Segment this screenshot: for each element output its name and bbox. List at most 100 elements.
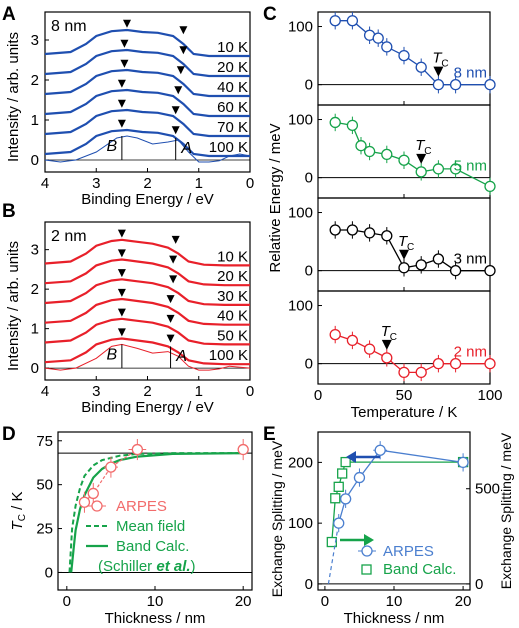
legend-reference: (Schiller et al.) — [98, 558, 196, 575]
data-point — [363, 343, 376, 355]
x-axis-label: Thickness / nm — [344, 610, 445, 627]
band-calc-point — [330, 493, 341, 504]
data-point — [363, 145, 376, 158]
y-tick-label: 100 — [288, 205, 313, 222]
peak-marker-a — [179, 46, 188, 55]
x-tick-label: 3 — [92, 383, 100, 400]
spectrum-line — [44, 48, 250, 78]
panel-letter-a: A — [2, 4, 16, 25]
y-tick-label: 0 — [305, 77, 313, 94]
tc-marker — [433, 66, 444, 77]
arpes-point — [353, 471, 366, 484]
x-tick-label: 10 — [147, 593, 164, 610]
arpes-point — [339, 493, 352, 505]
peak-marker-b — [117, 99, 126, 108]
temperature-label: 20 K — [217, 59, 248, 76]
peak-marker-a — [169, 255, 178, 264]
peak-marker-a — [166, 314, 175, 323]
data-point — [398, 49, 410, 62]
legend-arpes-label: ARPES — [116, 498, 167, 515]
temperature-label: 50 K — [217, 327, 248, 344]
spectrum-line — [44, 88, 250, 118]
temperature-label: 10 K — [217, 248, 248, 265]
x-tick-label: 0 — [246, 383, 254, 400]
tc-label: T — [381, 323, 392, 340]
y-tick-label: 25 — [36, 521, 53, 538]
y-axis-label: Intensity / arb. units — [5, 32, 22, 162]
x-tick-label: 20 — [455, 593, 472, 610]
x-tick-label: 0 — [63, 593, 71, 610]
data-point — [484, 180, 496, 193]
peak-marker-b — [117, 229, 126, 238]
thickness-label: 5 nm — [454, 158, 487, 175]
data-point — [484, 265, 496, 277]
tc-subscript: C — [407, 242, 414, 253]
band-calc-point — [333, 481, 344, 492]
arpes-extrapolation — [327, 523, 340, 585]
peak-label-a: A — [175, 348, 187, 365]
data-point — [432, 253, 445, 265]
temperature-label: 30 K — [217, 288, 248, 305]
peak-label-b: B — [107, 346, 118, 363]
mean-field-curve — [68, 452, 244, 573]
y-tick-label: 0 — [31, 360, 39, 377]
data-point — [415, 259, 427, 271]
legend-mean-field-label: Mean field — [116, 518, 185, 535]
peak-marker-a — [179, 26, 188, 35]
peak-marker-b — [117, 288, 126, 297]
peak-marker-b — [117, 328, 126, 337]
panel-d: 0 10 20 0 25 50 75 Thickness / nm TC / K ARPES Mea… — [9, 431, 253, 627]
temperature-label: 10 K — [217, 39, 248, 56]
thickness-label: 3 nm — [454, 251, 487, 268]
y-tick-label: 2 — [31, 281, 39, 298]
peak-marker-b — [117, 119, 126, 128]
arpes-point — [87, 487, 99, 500]
y-tick-label: 100 — [288, 112, 313, 129]
data-point — [449, 265, 462, 277]
arpes-point — [374, 444, 386, 456]
arpes-point — [333, 517, 345, 529]
thickness-label: 8 nm — [51, 18, 87, 35]
y-tick-label: 75 — [36, 433, 53, 450]
band-calc-point — [340, 456, 351, 468]
y-tick-label: 0 — [45, 564, 53, 581]
x-axis-label: Binding Energy / eV — [81, 399, 214, 416]
spectrum-line — [44, 297, 250, 326]
peak-marker-b — [123, 19, 131, 28]
data-point — [381, 41, 393, 53]
y-tick-label: 3 — [31, 242, 39, 259]
data-point — [484, 358, 496, 370]
x-tick-label: 0 — [246, 175, 254, 192]
legend-arpes-label: ARPES — [383, 543, 434, 560]
x-tick-label: 50 — [396, 387, 413, 404]
right-axis-arrow-head — [364, 534, 374, 546]
data-point — [381, 148, 393, 161]
data-point — [329, 15, 341, 27]
data-point — [432, 79, 445, 91]
tc-label: T — [415, 137, 426, 154]
temperature-label: 40 K — [217, 79, 248, 96]
data-point — [329, 224, 341, 236]
arpes-point — [457, 456, 469, 469]
peak-marker-b — [117, 249, 126, 258]
data-point — [415, 366, 427, 379]
legend-arpes-marker — [91, 500, 103, 512]
peak-marker-b — [117, 269, 126, 278]
series-line — [335, 20, 490, 86]
x-axis-label: Binding Energy / eV — [81, 191, 214, 208]
arpes-point — [78, 496, 91, 508]
spectrum-line — [44, 278, 250, 306]
x-tick-label: 100 — [477, 387, 502, 404]
spectrum-line — [44, 238, 250, 267]
tc-subscript: C — [390, 332, 397, 343]
series-line — [335, 121, 491, 187]
calculated-spectrum — [44, 135, 251, 163]
peak-marker-a — [171, 126, 180, 135]
peak-marker-b — [120, 39, 129, 48]
x-tick-label: 3 — [92, 175, 100, 192]
x-axis-label: Thickness / nm — [105, 610, 206, 627]
x-tick-label: 4 — [41, 383, 49, 400]
y-tick-label: 100 — [288, 515, 313, 532]
